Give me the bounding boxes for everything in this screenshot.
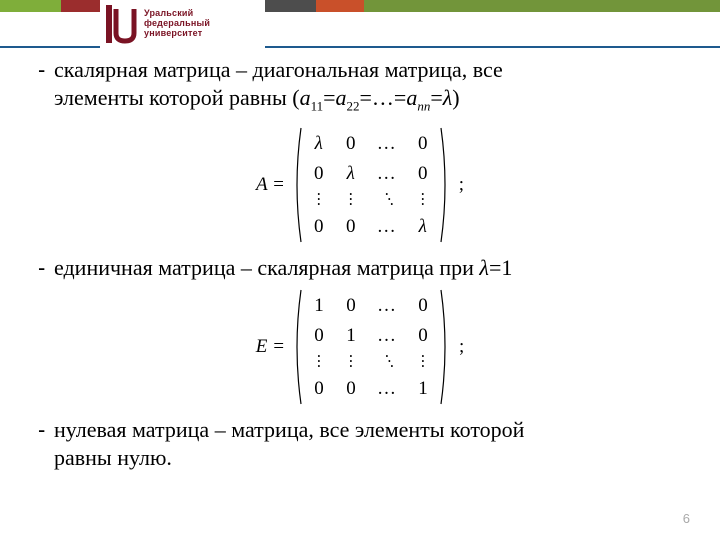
matrix-cell: ••• <box>417 193 429 208</box>
matrix-e: E = 10…001…0••••••••••••00…1 ; <box>38 288 682 406</box>
matrix-cell: 0 <box>313 163 325 185</box>
bullet-identity-matrix: - единичная матрица – скалярная матрица … <box>38 254 682 282</box>
matrix-cell: 0 <box>417 295 429 317</box>
matrix-a-grid: λ0…00λ…0••••••••••••00…λ <box>303 126 439 244</box>
matrix-cell: 0 <box>313 378 325 400</box>
matrix-cell: 1 <box>313 295 325 317</box>
matrix-cell: ••• <box>417 355 429 370</box>
matrix-cell: λ <box>417 216 429 238</box>
slide-content: - скалярная матрица – диагональная матри… <box>0 48 720 472</box>
right-paren-icon <box>439 288 451 406</box>
matrix-cell: 0 <box>345 133 357 155</box>
logo-line-3: университет <box>144 29 210 39</box>
matrix-cell: 1 <box>417 378 429 400</box>
matrix-cell: λ <box>345 163 357 185</box>
matrix-cell: … <box>377 163 397 185</box>
matrix-cell: 0 <box>313 325 325 347</box>
matrix-cell: 0 <box>417 133 429 155</box>
matrix-a: A = λ0…00λ…0••••••••••••00…λ ; <box>38 126 682 244</box>
logo-mark <box>106 3 138 45</box>
logo-text: Уральский федеральный университет <box>144 9 210 39</box>
matrix-a-tail: ; <box>459 174 464 196</box>
bullet-text-2: единичная матрица – скалярная матрица пр… <box>54 254 512 282</box>
matrix-e-tail: ; <box>459 336 464 358</box>
left-paren-icon <box>291 288 303 406</box>
matrix-cell: … <box>377 295 397 317</box>
matrix-cell: … <box>377 378 397 400</box>
matrix-cell: 0 <box>313 216 325 238</box>
page-number: 6 <box>683 511 690 526</box>
bullet-dash: - <box>38 56 54 84</box>
matrix-cell: 1 <box>345 325 357 347</box>
matrix-e-grid: 10…001…0••••••••••••00…1 <box>303 288 439 406</box>
matrix-cell: 0 <box>417 163 429 185</box>
matrix-cell: … <box>377 216 397 238</box>
bullet-text-1: скалярная матрица – диагональная матрица… <box>54 56 503 120</box>
matrix-cell: ••• <box>381 355 394 370</box>
university-logo: Уральский федеральный университет <box>100 0 265 48</box>
matrix-cell: 0 <box>345 378 357 400</box>
matrix-cell: ••• <box>313 355 325 370</box>
matrix-cell: λ <box>313 133 325 155</box>
matrix-cell: ••• <box>345 355 357 370</box>
slide-header: Уральский федеральный университет <box>0 0 720 48</box>
matrix-cell: 0 <box>345 295 357 317</box>
matrix-cell: 0 <box>417 325 429 347</box>
bullet-text-3: нулевая матрица – матрица, все элементы … <box>54 416 524 472</box>
matrix-cell: ••• <box>345 193 357 208</box>
matrix-cell: … <box>377 325 397 347</box>
matrix-cell: ••• <box>313 193 325 208</box>
left-paren-icon <box>291 126 303 244</box>
matrix-cell: ••• <box>380 193 393 208</box>
bullet-scalar-matrix: - скалярная матрица – диагональная матри… <box>38 56 682 120</box>
bullet-dash: - <box>38 416 54 444</box>
matrix-cell: 0 <box>345 216 357 238</box>
bullet-dash: - <box>38 254 54 282</box>
matrix-cell: … <box>377 133 397 155</box>
bullet-zero-matrix: - нулевая матрица – матрица, все элемент… <box>38 416 682 472</box>
right-paren-icon <box>439 126 451 244</box>
